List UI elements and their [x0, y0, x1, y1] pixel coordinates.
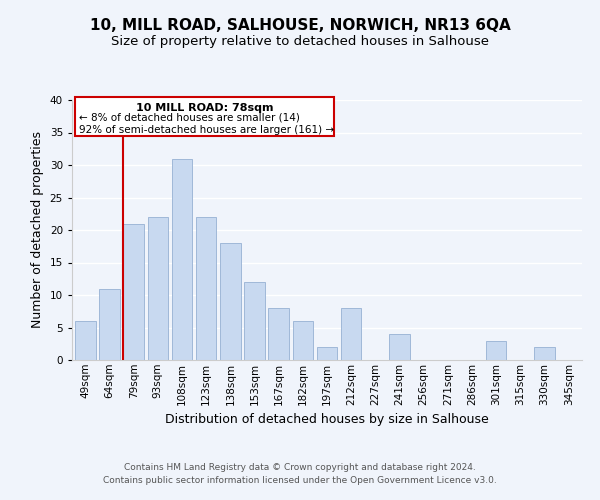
Text: 92% of semi-detached houses are larger (161) →: 92% of semi-detached houses are larger (…: [79, 124, 334, 134]
Text: Size of property relative to detached houses in Salhouse: Size of property relative to detached ho…: [111, 35, 489, 48]
Text: Contains public sector information licensed under the Open Government Licence v3: Contains public sector information licen…: [103, 476, 497, 485]
Bar: [268, 308, 289, 360]
Bar: [534, 347, 555, 360]
Bar: [244, 282, 265, 360]
Bar: [341, 308, 361, 360]
Bar: [148, 217, 168, 360]
Bar: [75, 321, 95, 360]
Bar: [317, 347, 337, 360]
Bar: [220, 243, 241, 360]
Text: 10 MILL ROAD: 78sqm: 10 MILL ROAD: 78sqm: [136, 104, 274, 114]
X-axis label: Distribution of detached houses by size in Salhouse: Distribution of detached houses by size …: [165, 413, 489, 426]
Bar: [389, 334, 410, 360]
Text: ← 8% of detached houses are smaller (14): ← 8% of detached houses are smaller (14): [79, 113, 299, 123]
Text: Contains HM Land Registry data © Crown copyright and database right 2024.: Contains HM Land Registry data © Crown c…: [124, 464, 476, 472]
Bar: [486, 340, 506, 360]
Text: 10, MILL ROAD, SALHOUSE, NORWICH, NR13 6QA: 10, MILL ROAD, SALHOUSE, NORWICH, NR13 6…: [89, 18, 511, 32]
Bar: [172, 158, 192, 360]
Bar: [99, 288, 120, 360]
Bar: [75, 97, 334, 136]
Bar: [293, 321, 313, 360]
Bar: [124, 224, 144, 360]
Bar: [196, 217, 217, 360]
Y-axis label: Number of detached properties: Number of detached properties: [31, 132, 44, 328]
